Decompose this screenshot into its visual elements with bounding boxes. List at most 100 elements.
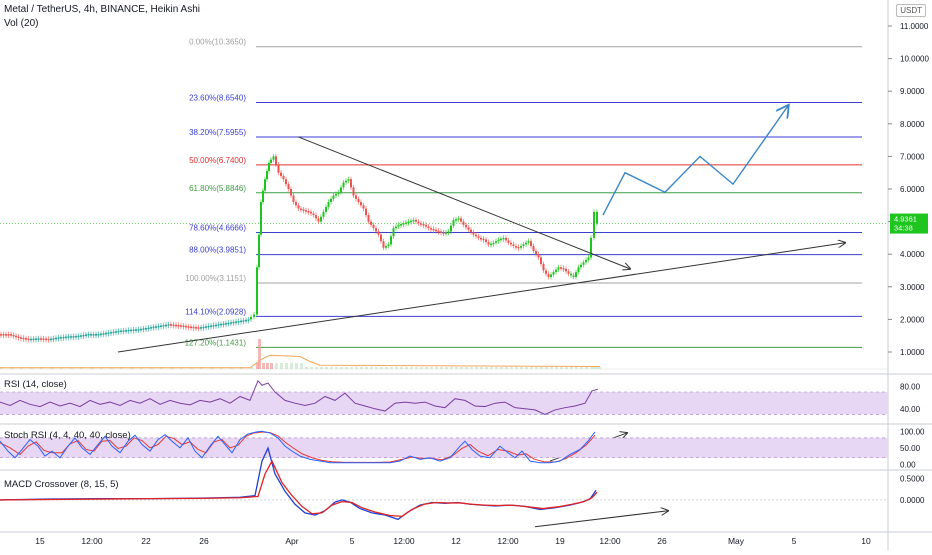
candle-body — [52, 338, 55, 340]
candle-body — [292, 195, 295, 203]
volume-bar — [525, 367, 528, 369]
candle-body — [552, 272, 555, 275]
price-tick-label: 9.0000 — [900, 87, 925, 96]
candle-body — [335, 193, 337, 196]
macd-signal-line — [0, 459, 598, 518]
volume-legend[interactable]: Vol (20) — [4, 18, 39, 29]
candle-body — [390, 236, 392, 245]
time-tick-label: 12:00 — [497, 536, 519, 546]
candle-body — [472, 232, 475, 235]
volume-bar — [320, 367, 323, 369]
candle-body — [235, 321, 237, 323]
candle-body — [62, 336, 65, 339]
symbol-title[interactable]: Metal / TetherUS, 4h, BINANCE, Heikin As… — [4, 4, 201, 15]
volume-bar — [485, 367, 488, 369]
volume-bar — [450, 367, 453, 369]
candle-body — [185, 325, 187, 328]
stoch-rsi-legend[interactable]: Stoch RSI (4, 4, 40, 40, close) — [4, 430, 131, 441]
candle-body — [20, 337, 22, 339]
candle-body — [440, 231, 442, 233]
candle-body — [217, 324, 220, 326]
candle-body — [15, 335, 17, 338]
volume-bar — [266, 363, 269, 369]
candle-body — [427, 226, 430, 229]
price-tick-label: 8.0000 — [900, 120, 925, 129]
candle-body — [77, 335, 80, 338]
candle-body — [520, 246, 522, 248]
candle-body — [400, 224, 402, 226]
price-tick-label: 6.0000 — [900, 185, 925, 194]
volume-ma-line — [0, 354, 601, 369]
volume-bar — [555, 367, 558, 369]
candle-body — [205, 326, 207, 328]
candle-body — [560, 267, 562, 269]
candle-body — [455, 219, 457, 221]
rsi-legend[interactable]: RSI (14, close) — [4, 379, 67, 390]
stoch-tick-label: 50.00 — [900, 444, 921, 453]
candle-body — [147, 327, 150, 330]
candle-body — [90, 334, 92, 336]
candle-body — [465, 224, 467, 228]
candle-body — [197, 327, 200, 329]
price-tick-label: 3.0000 — [900, 283, 925, 292]
volume-bar — [405, 367, 408, 369]
volume-bar — [540, 367, 543, 369]
candle-body — [25, 338, 27, 340]
candle-body — [532, 246, 535, 251]
candle-body — [195, 327, 197, 329]
macd-legend[interactable]: MACD Crossover (8, 15, 5) — [4, 479, 119, 490]
momentum-arrow-macd — [534, 511, 668, 528]
candle-body — [495, 241, 497, 243]
candle-body — [55, 337, 57, 340]
candle-body — [452, 219, 455, 226]
candle-body — [97, 334, 100, 336]
candle-body — [477, 236, 480, 238]
candle-body — [312, 213, 315, 216]
trendlines-layer — [117, 106, 845, 528]
fib-level-label: 78.60%(4.6666) — [189, 223, 246, 232]
candle-body — [225, 323, 227, 325]
candle-body — [412, 219, 415, 222]
candle-body — [300, 208, 302, 211]
candle-body — [264, 179, 266, 191]
candle-body — [272, 156, 275, 160]
volume-bar — [550, 367, 553, 369]
candle-body — [107, 332, 110, 334]
volume-bar — [535, 367, 538, 369]
candle-body — [577, 267, 580, 273]
candle-body — [155, 326, 157, 328]
candle-body — [215, 324, 217, 327]
price-tick-label: 11.0000 — [900, 22, 929, 31]
volume-bar — [570, 367, 573, 369]
candle-body — [247, 319, 250, 321]
candle-body — [122, 330, 125, 332]
candle-body — [145, 327, 147, 330]
candle-body — [210, 325, 212, 328]
candle-body — [277, 164, 280, 173]
candle-body — [250, 316, 252, 320]
currency-badge[interactable]: USDT — [896, 4, 926, 17]
candle-body — [65, 336, 67, 339]
volume-bar — [295, 363, 298, 369]
candle-body — [360, 202, 362, 206]
candle-body — [287, 184, 290, 189]
candle-body — [115, 331, 117, 333]
candle-body — [50, 338, 52, 341]
candle-body — [337, 192, 340, 194]
candle-body — [87, 334, 90, 336]
candle-body — [402, 223, 405, 225]
volume-bar — [275, 363, 278, 369]
candle-body — [547, 273, 550, 278]
candle-body — [425, 224, 427, 227]
candle-body — [222, 323, 225, 325]
candle-body — [585, 259, 587, 263]
candle-body — [422, 224, 425, 226]
candle-body — [110, 332, 112, 334]
trendline-ascending-support — [117, 243, 845, 353]
candle-body — [470, 229, 472, 233]
price-axis: 11.000010.00009.00008.00007.00006.00005.… — [888, 22, 929, 357]
candle-body — [45, 338, 47, 341]
candle-body — [415, 219, 417, 222]
